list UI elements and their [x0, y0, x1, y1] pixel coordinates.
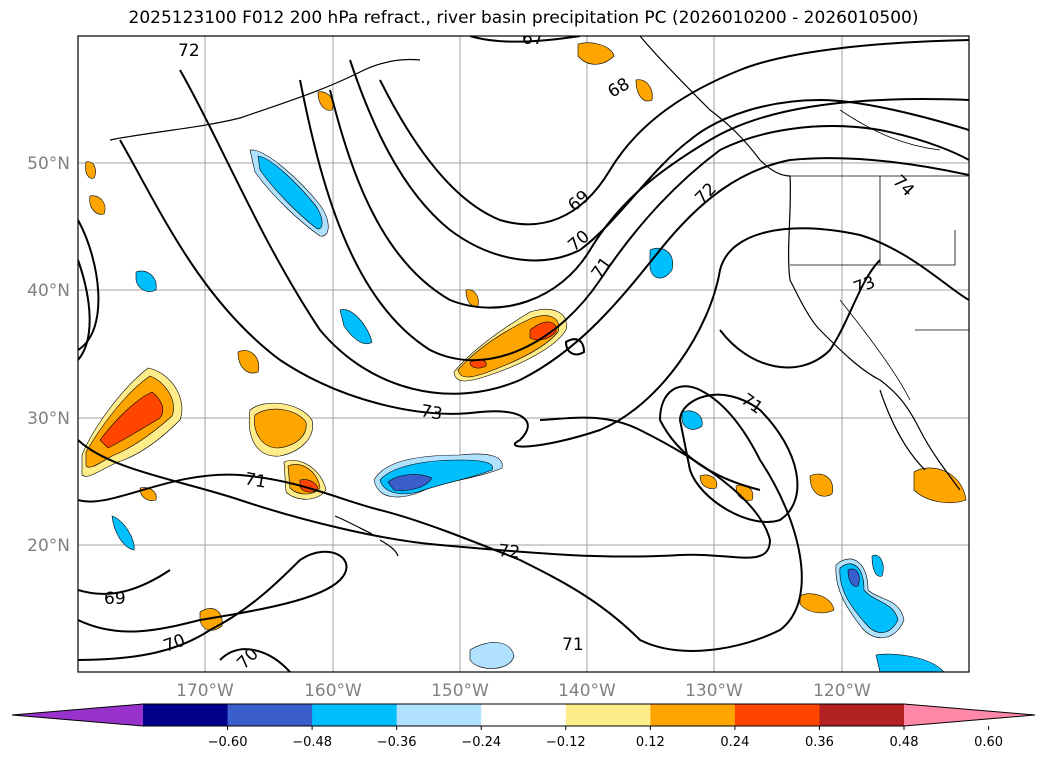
- contour-label: 70: [233, 644, 262, 673]
- colorbar-swatch: [227, 704, 313, 726]
- colorbar-tick-label: 0.24: [720, 735, 749, 750]
- contour-71-loop: [678, 393, 799, 523]
- colorbar-extend-max: [904, 704, 1035, 726]
- colorbar-swatch: [396, 704, 482, 726]
- contour-72-north: [179, 69, 969, 395]
- graticule: [78, 36, 969, 672]
- colorbar-outline: [11, 703, 1036, 727]
- lat-label: 50°N: [27, 154, 70, 174]
- contour-67: [469, 36, 581, 43]
- contour-70-bottom: [219, 648, 291, 672]
- colorbar-tick-label: −0.12: [546, 735, 586, 750]
- lon-label: 170°W: [176, 681, 234, 701]
- colorbar-tick-label: 0.60: [974, 735, 1003, 750]
- colorbar-swatch: [650, 704, 736, 726]
- map-frame: [77, 35, 970, 673]
- contour-label: 73: [851, 273, 878, 299]
- contour-label: 72: [178, 41, 200, 61]
- contour-73: [119, 139, 969, 448]
- baja-coast: [879, 389, 926, 471]
- lon-label: 120°W: [813, 681, 871, 701]
- alaska-coast: [109, 58, 421, 141]
- colorbar-tick-label: 0.48: [890, 735, 919, 750]
- contour-label: 67: [522, 29, 544, 49]
- colorbar-tick-label: 0.12: [636, 735, 665, 750]
- contour-69-south: [78, 569, 171, 595]
- contour-70-south: [78, 550, 348, 661]
- contour-72-south: [78, 416, 772, 559]
- colorbar-swatch: [734, 704, 820, 726]
- lat-label: 40°N: [27, 281, 70, 301]
- colorbar-tick-label: −0.36: [377, 735, 417, 750]
- colorbar-tick-label: −0.24: [461, 735, 501, 750]
- longitude-labels: 170°W 160°W 150°W 140°W 130°W 120°W: [176, 681, 871, 701]
- contour-label: 72: [498, 541, 521, 563]
- colorbar-extend-min: [12, 704, 143, 726]
- contour-69-north: [349, 59, 969, 262]
- lon-label: 140°W: [558, 681, 616, 701]
- colorbar-legend: −0.60 −0.48 −0.36 −0.24 −0.12 0.12 0.24 0.36 0.4…: [11, 703, 1036, 750]
- colorbar-tick-label: −0.48: [292, 735, 332, 750]
- contour-label: 70: [161, 631, 188, 657]
- colorbar-swatch: [819, 704, 905, 726]
- contour-label: 68: [605, 74, 634, 102]
- coastlines: [109, 36, 961, 557]
- colorbar-tick-label: −0.60: [208, 735, 248, 750]
- colorbar-swatch: [143, 704, 229, 726]
- lon-label: 150°W: [431, 681, 489, 701]
- hawaii: [334, 515, 399, 557]
- contour-label: 69: [564, 187, 593, 216]
- contour-label: 71: [588, 254, 617, 283]
- contour-label: 72: [691, 179, 720, 208]
- latitude-labels: 50°N 40°N 30°N 20°N: [27, 154, 70, 556]
- colorbar-tick-label: 0.36: [805, 735, 834, 750]
- contour-label: 69: [104, 589, 126, 609]
- political-borders: [790, 109, 969, 401]
- contour-label: 73: [419, 401, 444, 424]
- contour-70: [329, 89, 969, 309]
- contour-coast-loop: [564, 338, 586, 356]
- contour-71-south: [78, 385, 803, 652]
- lon-label: 130°W: [685, 681, 743, 701]
- map-title: 2025123100 F012 200 hPa refract., river …: [128, 8, 919, 28]
- us-west-coast: [787, 175, 961, 491]
- contour-label: 71: [737, 390, 766, 419]
- contour-68: [379, 39, 969, 226]
- canada-coast: [639, 36, 791, 177]
- contour-label: 71: [243, 469, 268, 492]
- lat-label: 30°N: [27, 409, 70, 429]
- contour-71-west: [78, 259, 91, 361]
- lat-label: 20°N: [27, 536, 70, 556]
- colorbar-swatch: [481, 704, 567, 726]
- colorbar-swatch: [312, 704, 398, 726]
- refractivity-contours: [78, 36, 969, 672]
- contour-label: 71: [562, 635, 584, 655]
- contour-71-main: [299, 79, 969, 362]
- colorbar-swatch: [565, 704, 651, 726]
- contour-73-east: [719, 259, 881, 369]
- lon-label: 160°W: [304, 681, 362, 701]
- precip-shading: [81, 42, 967, 672]
